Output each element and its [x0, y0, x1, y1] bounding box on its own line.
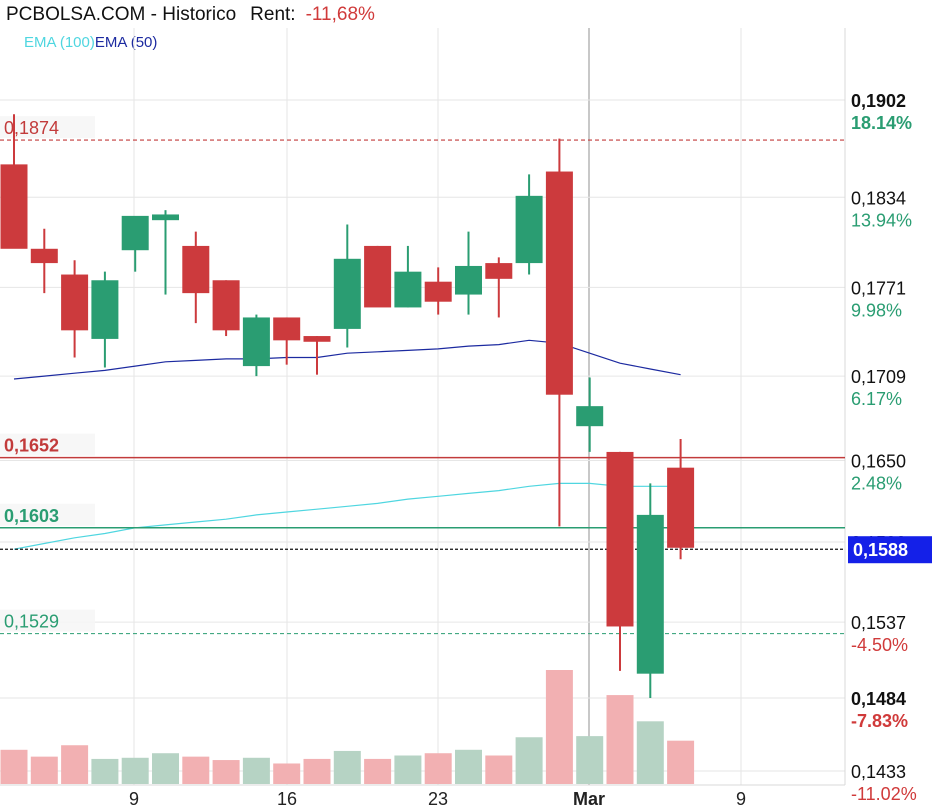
volume-bar [455, 749, 482, 784]
x-tick-2: 23 [428, 789, 448, 809]
x-tick-1: 16 [277, 789, 297, 809]
y-tick-pct-0: 18.14% [851, 113, 912, 133]
candle-body [91, 280, 119, 339]
volume-bar [0, 749, 28, 784]
candles [0, 114, 695, 698]
candle-body [303, 336, 331, 342]
level-label-bg-3 [0, 609, 95, 632]
y-tick-price-8: 0,1433 [851, 762, 906, 782]
level-label-1: 0,1652 [4, 436, 59, 456]
y-tick-pct-7: -7.83% [851, 711, 908, 731]
candle-body [61, 274, 89, 331]
y-tick-pct-1: 13.94% [851, 210, 912, 230]
volume-bar [333, 750, 361, 784]
x-axis: 9 16 23 Mar 9 [129, 789, 746, 809]
y-tick-price-7: 0,1484 [851, 689, 906, 709]
candle-body [182, 245, 210, 294]
y-tick-price-6: 0,1537 [851, 613, 906, 633]
candle-body [515, 195, 543, 264]
candle-body [333, 258, 361, 329]
level-label-0: 0,1874 [4, 118, 59, 138]
chart-header: PCBOLSA.COM - Historico Rent: -11,68% [6, 4, 375, 26]
y-tick-price-1: 0,1834 [851, 188, 906, 208]
volume-bar [212, 760, 240, 784]
rent-label: Rent: [250, 4, 296, 25]
last-price-badge [848, 536, 932, 564]
level-label-2: 0,1603 [4, 506, 59, 526]
candle-body [0, 164, 28, 249]
candle-body [152, 214, 179, 221]
volume-bar [303, 758, 331, 784]
chart-title: PCBOLSA.COM - Historico [6, 4, 237, 25]
volume-bar [515, 737, 543, 784]
volume-bar [394, 755, 422, 784]
volume-bar [364, 758, 392, 784]
volume-bar [273, 763, 301, 784]
volume-bars [0, 670, 695, 784]
level-label-bg-2 [0, 503, 95, 526]
y-tick-pct-4: 2.48% [851, 474, 902, 494]
last-price-label: 0,1588 [853, 540, 908, 560]
y-tick-pct-2: 9.98% [851, 300, 902, 320]
x-tick-3: Mar [573, 789, 605, 809]
volume-bar [576, 736, 604, 784]
y-tick-pct-6: -4.50% [851, 635, 908, 655]
y-tick-price-2: 0,1771 [851, 278, 906, 298]
candle-body [273, 317, 301, 341]
volume-bar [61, 745, 89, 784]
volume-bar [636, 721, 664, 784]
volume-bar [30, 756, 58, 784]
volume-bar [545, 670, 573, 784]
candle-body [242, 317, 270, 367]
y-tick-pct-3: 6.17% [851, 389, 902, 409]
level-label-bg-0 [0, 116, 95, 139]
volume-bar [606, 695, 634, 784]
y-tick-pct-8: -11.02% [851, 784, 917, 804]
volume-bar [667, 740, 695, 784]
candle-body [394, 271, 422, 308]
y-tick-price-0: 0,1902 [851, 91, 906, 111]
candle-body [545, 171, 573, 395]
candle-body [636, 514, 664, 674]
x-tick-4: 9 [736, 789, 746, 809]
candle-body [667, 467, 695, 548]
level-label-3: 0,1529 [4, 612, 59, 632]
candle-body [485, 263, 513, 279]
volume-bar [485, 755, 513, 784]
ema100-line [13, 482, 681, 550]
candle-body [576, 406, 604, 427]
level-label-bg-1 [0, 433, 95, 456]
volume-bar [242, 757, 270, 784]
ema-lines [13, 339, 681, 550]
grid [0, 28, 846, 786]
candle-body [364, 245, 392, 308]
candle-body [424, 281, 452, 302]
legend-ema100: EMA (100) [24, 34, 95, 51]
volume-bar [91, 758, 119, 784]
y-tick-price-4: 0,1650 [851, 452, 906, 472]
candle-body [212, 280, 240, 331]
candle-body [455, 265, 482, 295]
candle-body [606, 451, 634, 627]
rent-value: -11,68% [305, 4, 375, 25]
level-lines: 0,1874 0,1652 0,1603 0,1529 [0, 116, 845, 635]
volume-bar [424, 753, 452, 784]
x-tick-0: 9 [129, 789, 139, 809]
volume-bar [121, 757, 149, 784]
candle-body [121, 215, 149, 251]
y-tick-price-3: 0,1709 [851, 367, 906, 387]
volume-bar [182, 756, 210, 784]
indicator-legend: EMA (100)EMA (50) [24, 34, 157, 51]
legend-ema50: EMA (50) [94, 34, 158, 51]
candle-body [30, 248, 58, 264]
volume-bar [152, 753, 179, 784]
